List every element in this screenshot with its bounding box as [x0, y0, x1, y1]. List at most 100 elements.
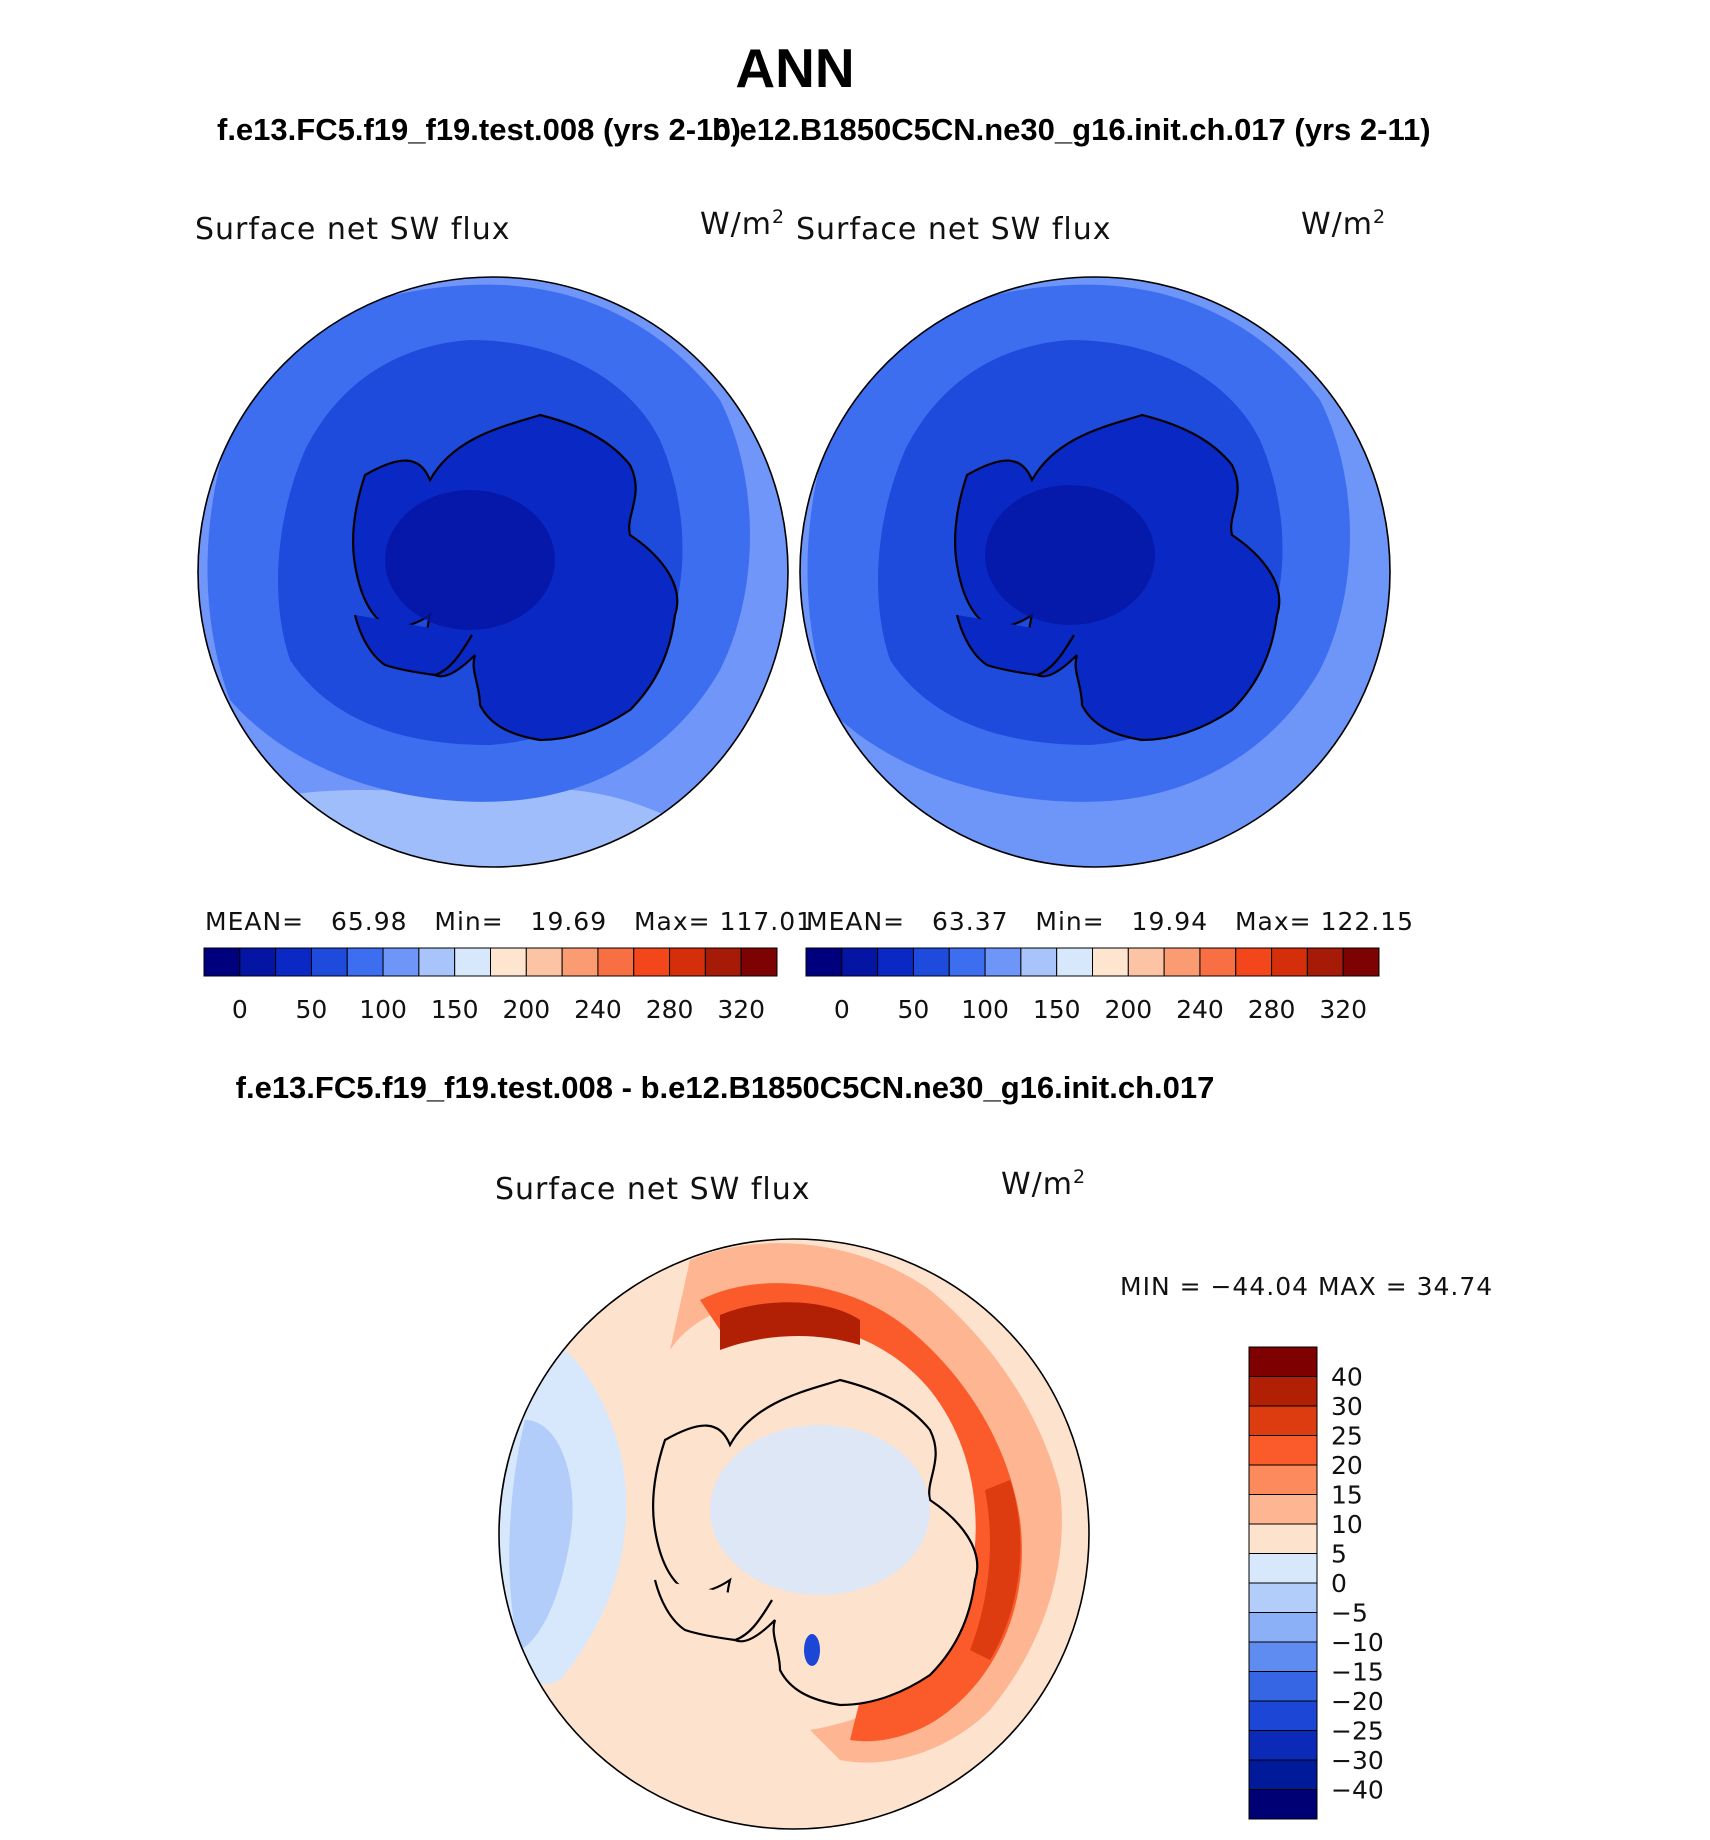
colorbar-a: 0 50 100 150 200 240 280 320	[203, 947, 778, 1024]
colorbar-b-tick-label: 280	[1248, 995, 1296, 1024]
colorbar-a-tick-label: 100	[359, 995, 407, 1024]
colorbar-diff-swatch	[1248, 1435, 1318, 1466]
colorbar-a-swatch	[669, 947, 706, 977]
panel-diff-interior	[710, 1425, 930, 1595]
colorbar-b-swatch	[1127, 947, 1165, 977]
panel-b-min: 19.94	[1131, 907, 1209, 936]
colorbar-b-swatch	[1342, 947, 1380, 977]
panel-b-interior	[985, 485, 1155, 625]
colorbar-a-swatch	[203, 947, 241, 977]
colorbar-a-swatch	[382, 947, 420, 977]
colorbar-a-swatch	[275, 947, 312, 977]
panel-diff-west-neg2	[509, 1420, 573, 1650]
colorbar-b-tick-label: 200	[1104, 995, 1152, 1024]
panel-b-boundary	[799, 276, 1391, 868]
panel-diff-max-east	[970, 1480, 1021, 1660]
colorbar-diff-tick-label: 0	[1331, 1569, 1347, 1598]
colorbar-a-tick-label: 280	[646, 995, 694, 1024]
colorbar-a-tick-label: 200	[502, 995, 550, 1024]
colorbar-diff-swatch	[1248, 1464, 1318, 1495]
colorbar-diff-swatch	[1248, 1523, 1318, 1554]
panel-b-unit: W/m2	[1301, 206, 1387, 242]
panel-diff-boundary	[498, 1238, 1090, 1830]
colorbar-diff-tick-label: 30	[1331, 1392, 1363, 1421]
panel-a-unit: W/m2	[700, 206, 786, 242]
panel-a-boundary	[197, 276, 789, 868]
panel-diff-variable: Surface net SW flux	[495, 1172, 811, 1207]
panel-diff-ring-10	[670, 1243, 1062, 1763]
colorbar-a-swatch	[633, 947, 671, 977]
panel-a-stats: MEAN= 65.98 Min= 19.69 Max= 117.01	[205, 907, 814, 936]
panel-b-variable: Surface net SW flux	[796, 212, 1112, 247]
colorbar-diff-swatch	[1248, 1346, 1318, 1377]
colorbar-b-swatch	[805, 947, 843, 977]
colorbar-diff-swatch	[1248, 1730, 1318, 1761]
colorbar-b-swatch	[912, 947, 950, 977]
panel-diff-unit: W/m2	[1001, 1166, 1087, 1202]
panel-a-map	[197, 276, 789, 868]
colorbar-diff-tick-label: 5	[1331, 1540, 1347, 1569]
colorbar-a-swatch	[525, 947, 563, 977]
colorbar-b-swatch	[1306, 947, 1344, 977]
colorbar-a-swatch	[704, 947, 742, 977]
colorbar-diff-tick-label: −5	[1331, 1599, 1368, 1628]
colorbar-a-tick-label: 320	[717, 995, 765, 1024]
case-b-title: b.e12.B1850C5CN.ne30_g16.init.ch.017 (yr…	[712, 112, 1431, 147]
colorbar-a-swatch	[346, 947, 384, 977]
panel-a-outer-band	[200, 788, 780, 867]
colorbar-diff-swatch	[1248, 1553, 1318, 1584]
panel-diff-map	[498, 1238, 1090, 1830]
panel-diff-ring-20	[700, 1283, 1022, 1742]
colorbar-a-swatch	[597, 947, 635, 977]
colorbar-b-tick-label: 0	[834, 995, 850, 1024]
colorbar-b-swatch	[1271, 947, 1308, 977]
panel-a-min: 19.69	[530, 907, 608, 936]
panel-b-max: 122.15	[1320, 907, 1415, 936]
colorbar-diff-tick-label: −15	[1331, 1658, 1384, 1687]
colorbar-diff-swatch	[1248, 1671, 1318, 1702]
colorbar-b-tick-label: 50	[898, 995, 930, 1024]
colorbar-b-tick-label: 240	[1176, 995, 1224, 1024]
colorbar-b-swatch	[877, 947, 914, 977]
colorbar-b-swatch	[1163, 947, 1201, 977]
colorbar-diff-tick-label: −25	[1331, 1717, 1384, 1746]
colorbar-b-swatch	[1092, 947, 1129, 977]
colorbar-a-swatch	[740, 947, 778, 977]
panel-a-interior	[385, 490, 555, 630]
colorbar-diff-swatch	[1248, 1612, 1318, 1643]
colorbar-a-swatch	[454, 947, 491, 977]
colorbar-b: 0 50 100 150 200 240 280 320	[805, 947, 1380, 1024]
colorbar-a-tick-label: 150	[431, 995, 479, 1024]
colorbar-diff-swatch	[1248, 1405, 1318, 1436]
panel-b-mean: 63.37	[931, 907, 1009, 936]
colorbar-b-swatch	[984, 947, 1022, 977]
colorbar-diff-swatch	[1248, 1759, 1318, 1790]
panel-diff-max-north	[720, 1302, 860, 1350]
colorbar-b-swatch	[1020, 947, 1058, 977]
colorbar-diff-swatch	[1248, 1700, 1318, 1731]
colorbar-diff-tick-label: 25	[1331, 1422, 1363, 1451]
colorbar-b-tick-label: 320	[1319, 995, 1367, 1024]
colorbar-diff-tick-label: −10	[1331, 1628, 1384, 1657]
diff-title: f.e13.FC5.f19_f19.test.008 - b.e12.B1850…	[235, 1070, 1215, 1105]
colorbar-diff-tick-label: 40	[1331, 1363, 1363, 1392]
figure-title: ANN	[735, 37, 855, 99]
colorbar-diff-tick-label: 20	[1331, 1451, 1363, 1480]
panel-b-map	[799, 276, 1391, 868]
colorbar-b-swatch	[1056, 947, 1093, 977]
colorbar-a-tick-label: 50	[296, 995, 328, 1024]
colorbar-diff-tick-label: −30	[1331, 1746, 1384, 1775]
colorbar-diff-tick-label: 15	[1331, 1481, 1363, 1510]
colorbar-b-tick-label: 150	[1033, 995, 1081, 1024]
colorbar-a-swatch	[490, 947, 527, 977]
colorbar-b-swatch	[841, 947, 879, 977]
colorbar-diff-swatch	[1248, 1376, 1318, 1407]
colorbar-a-swatch	[418, 947, 456, 977]
colorbar-a-swatch	[561, 947, 599, 977]
panel-a-mean: 65.98	[330, 907, 408, 936]
colorbar-diff-swatch	[1248, 1494, 1318, 1525]
colorbar-a-tick-label: 0	[232, 995, 248, 1024]
colorbar-b-swatch	[948, 947, 986, 977]
